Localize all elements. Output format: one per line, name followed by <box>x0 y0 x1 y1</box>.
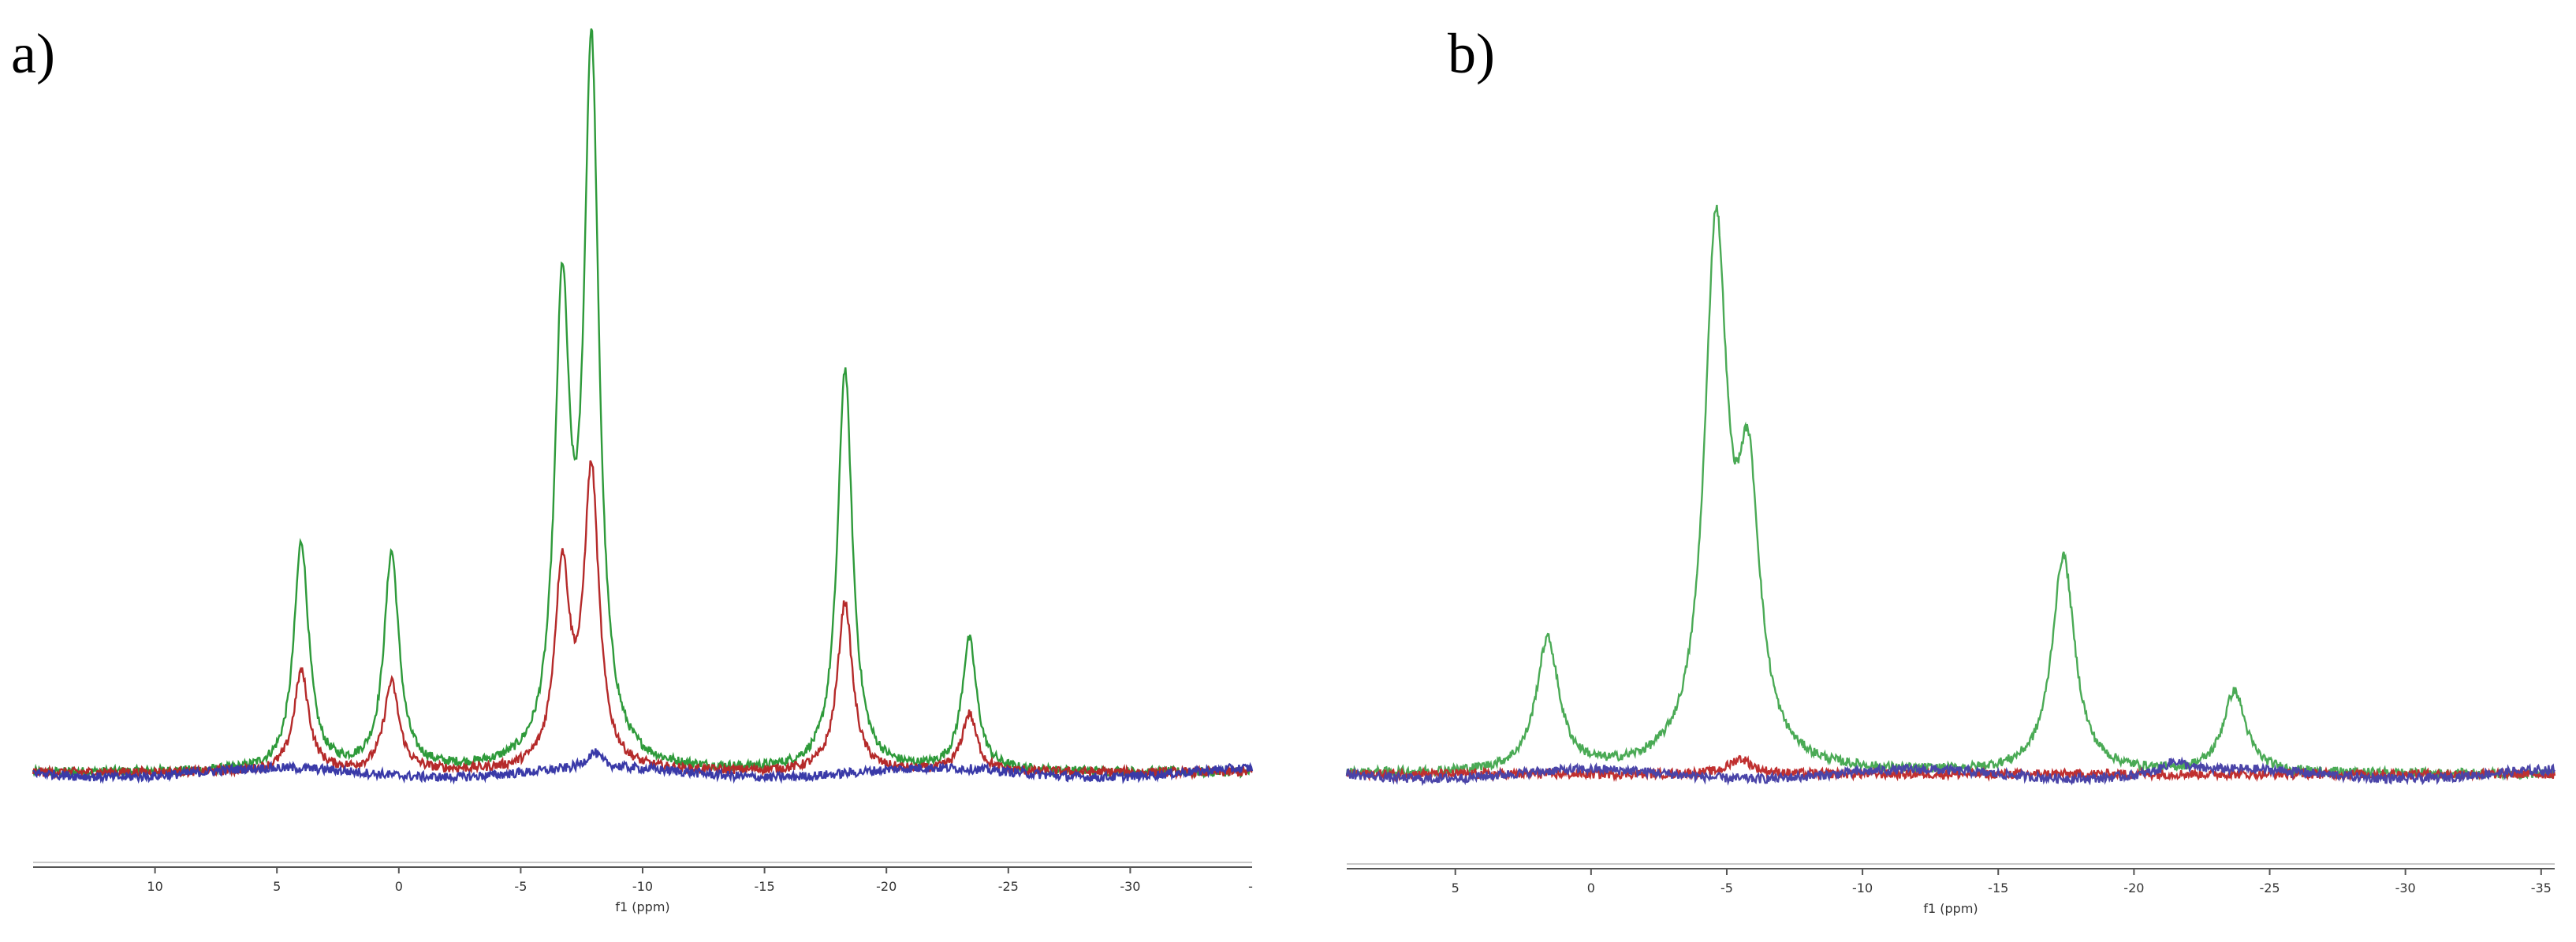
x-tick-label: 0 <box>395 879 403 894</box>
series-line-0-0 <box>32 28 1253 780</box>
x-tick-label: 0 <box>1587 881 1595 895</box>
x-tick-label: -25 <box>2259 881 2280 895</box>
series-line-1-2 <box>1345 756 2556 787</box>
series-line-0-2 <box>32 748 1254 785</box>
x-tick-label: -20 <box>2123 881 2144 895</box>
x-tick-label: 5 <box>273 879 281 894</box>
x-tick-label: -10 <box>1852 881 1873 895</box>
x-tick-label: -5 <box>514 879 527 894</box>
x-tick-label: -15 <box>755 879 775 894</box>
x-tick-label: -10 <box>632 879 653 894</box>
x-tick-label: 10 <box>147 879 162 894</box>
x-tick-label: -30 <box>2395 881 2416 895</box>
x-tick-label: -35 <box>2531 881 2552 895</box>
series-line-1-0 <box>1345 204 2555 781</box>
x-tick-label: -5 <box>1720 881 1733 895</box>
series-line-0-1 <box>32 460 1253 780</box>
x-tick-label: -20 <box>876 879 897 894</box>
x-axis-label: f1 (ppm) <box>615 899 669 914</box>
x-tick-label: -15 <box>1988 881 2008 895</box>
x-tick-label: 5 <box>1452 881 1459 895</box>
panel-label-a: a) <box>11 22 55 85</box>
x-tick-label: -30 <box>1120 879 1140 894</box>
x-axis-label: f1 (ppm) <box>1923 901 1978 916</box>
x-tick-label: -25 <box>998 879 1019 894</box>
x-tick-label: - <box>1248 879 1253 894</box>
panel-label-b: b) <box>1448 22 1495 85</box>
